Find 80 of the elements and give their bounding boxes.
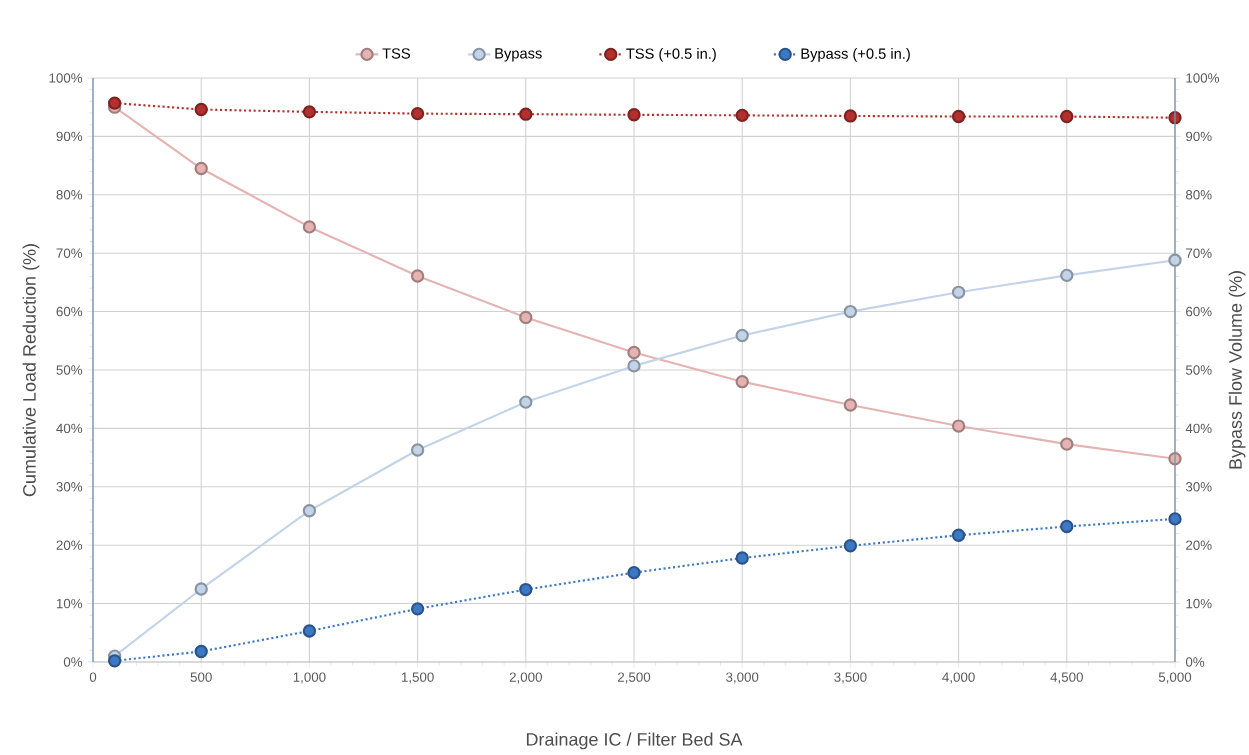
point [1168, 253, 1182, 267]
point [843, 109, 858, 123]
x-tick-label: 2,500 [617, 672, 651, 684]
point [1060, 268, 1074, 283]
point [519, 310, 533, 325]
point [1060, 109, 1074, 124]
legend-label: TSS [382, 48, 410, 59]
point [194, 102, 208, 117]
point [107, 96, 122, 110]
legend-label: Bypass [495, 48, 542, 62]
y2-axis-title: Bypass Flow Volume (%) [1228, 271, 1246, 469]
y-tick-label: 0% [63, 657, 83, 667]
y2-tick-label: 0% [1185, 657, 1205, 667]
x-tick-label: 5,000 [1158, 672, 1192, 684]
x-tick-label: 1,500 [401, 672, 434, 684]
point [410, 443, 425, 457]
y2-tick-label: 30% [1185, 482, 1212, 492]
point [107, 654, 122, 668]
x-tick-label: 0 [89, 672, 97, 682]
point [302, 220, 317, 234]
point [1168, 512, 1182, 526]
point [194, 582, 208, 596]
point [302, 105, 317, 119]
point [410, 106, 425, 121]
y-tick-label: 10% [56, 598, 83, 609]
x-tick-label: 4,500 [1050, 672, 1083, 684]
x-tick-label: 4,000 [942, 672, 975, 684]
x-tick-label: 3,500 [834, 672, 867, 684]
y-tick-label: 20% [56, 540, 83, 550]
y2-tick-label: 80% [1185, 190, 1212, 200]
point [1060, 519, 1074, 534]
y-tick-label: 90% [56, 131, 83, 142]
point [410, 269, 425, 283]
x-tick-label: 500 [190, 672, 212, 682]
y2-tick-label: 10% [1186, 598, 1212, 609]
x-tick-label: 3,000 [726, 672, 759, 684]
point [735, 108, 749, 123]
point [1060, 437, 1074, 451]
y-tick-label: 70% [56, 248, 83, 258]
y2-tick-label: 50% [1185, 365, 1212, 375]
y2-tick-label: 70% [1186, 248, 1212, 258]
y2-tick-label: 40% [1185, 423, 1212, 434]
point [843, 398, 858, 412]
x-tick-label: 1,000 [293, 672, 326, 684]
legend-label: TSS (+0.5 in.) [626, 48, 716, 62]
point [843, 304, 858, 319]
x-tick-label: 2,000 [509, 672, 542, 684]
y-tick-label: 100% [49, 73, 83, 83]
point [519, 107, 533, 121]
y-tick-label: 40% [56, 423, 83, 434]
y-tick-label: 60% [56, 306, 83, 317]
y2-tick-label: 20% [1186, 540, 1212, 550]
point [843, 539, 858, 553]
point [735, 375, 749, 389]
point [951, 419, 966, 433]
point [519, 582, 533, 597]
y-tick-label: 30% [56, 482, 83, 492]
x-axis-title: Drainage IC / Filter Bed SA [526, 732, 743, 750]
legend-label: Bypass (+0.5 in.) [801, 48, 910, 62]
point [951, 285, 966, 299]
point [627, 565, 641, 580]
point [627, 359, 641, 373]
point [194, 644, 208, 659]
y-tick-label: 50% [56, 365, 83, 375]
point [194, 161, 208, 176]
point [410, 602, 425, 616]
point [302, 624, 317, 638]
point [951, 528, 966, 542]
point [302, 504, 317, 518]
point [951, 109, 966, 124]
y-axis-title: Cumulative Load Reduction (%) [22, 244, 40, 497]
point [627, 108, 641, 122]
y-tick-label: 80% [56, 190, 83, 200]
point [519, 395, 533, 409]
y2-tick-label: 90% [1186, 131, 1212, 142]
y2-tick-label: 60% [1186, 306, 1212, 317]
point [627, 345, 641, 360]
point [735, 551, 749, 565]
point [735, 328, 749, 343]
y2-tick-label: 100% [1186, 73, 1220, 83]
